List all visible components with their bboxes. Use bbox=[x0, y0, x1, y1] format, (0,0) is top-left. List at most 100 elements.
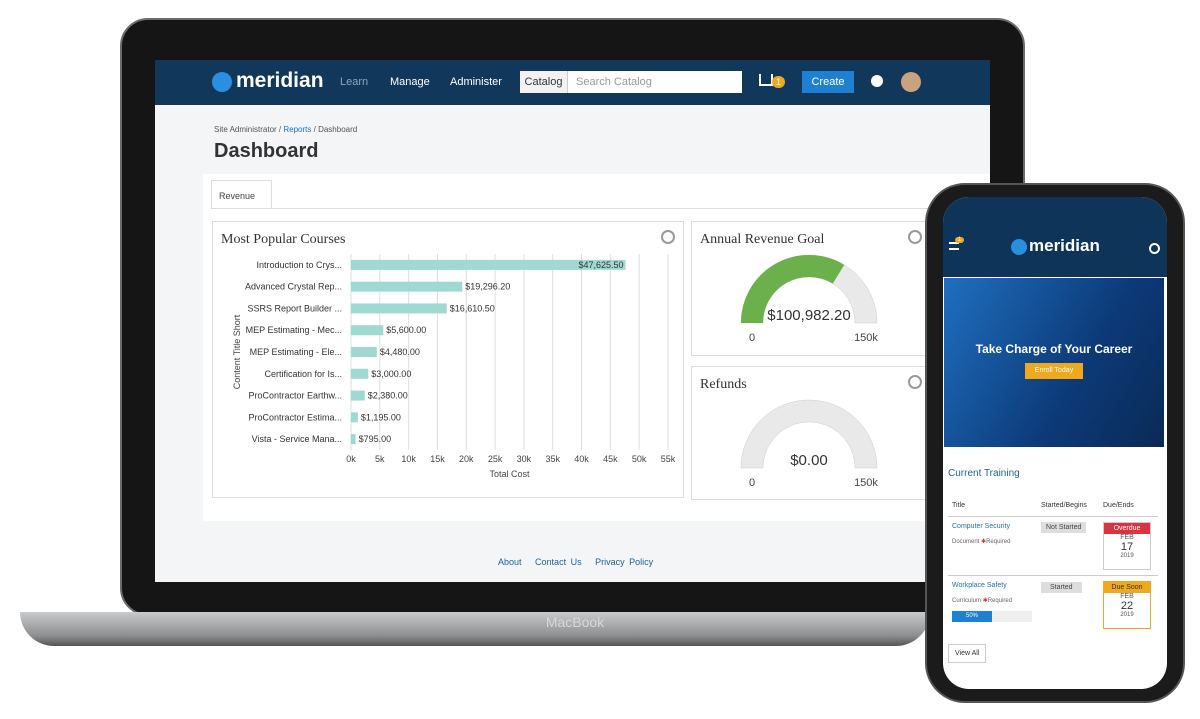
x-tick-label: 50k bbox=[632, 454, 647, 464]
due-month: FEB bbox=[1120, 534, 1134, 541]
laptop-screen: meridian Learn Manage Administer Catalog… bbox=[155, 60, 990, 582]
status: Started bbox=[1041, 582, 1082, 593]
x-tick-label: 0k bbox=[346, 454, 356, 464]
gauge-min: 0 bbox=[749, 332, 755, 344]
x-tick-label: 10k bbox=[401, 454, 416, 464]
search-icon[interactable] bbox=[1149, 243, 1160, 254]
value-label: $795.00 bbox=[359, 434, 392, 444]
gauge-fill bbox=[741, 255, 845, 323]
chart-panel: Most Popular Courses 0k 5k 10k 15k 20k 25k 30k… bbox=[212, 221, 684, 498]
y-tick-label: ProContractor Estima... bbox=[248, 412, 342, 422]
breadcrumb[interactable]: Reports bbox=[283, 125, 312, 134]
logo[interactable]: meridian bbox=[236, 69, 324, 92]
due-year: 2019 bbox=[1120, 612, 1134, 618]
menu-badge: 1 bbox=[955, 237, 965, 243]
nav-menu[interactable]: Administer bbox=[450, 76, 502, 88]
banner-headline: Take Charge of Your Career bbox=[975, 342, 1133, 356]
settings-icon[interactable] bbox=[908, 375, 922, 389]
gauge-panel: Refunds $0.00 0 150k bbox=[691, 366, 931, 500]
table-divider bbox=[948, 516, 1158, 517]
gauge-value: $0.00 bbox=[790, 452, 828, 469]
course-kind: Curriculum ✱Required bbox=[952, 598, 1013, 604]
gauge-max: 150k bbox=[854, 477, 878, 489]
phone-screen: 1 meridian Take Charge of Your Career En… bbox=[943, 197, 1167, 689]
chart-title: Refunds bbox=[700, 377, 747, 392]
help-icon[interactable] bbox=[871, 75, 883, 87]
due-day: 17 bbox=[1120, 541, 1134, 553]
section-title: Current Training bbox=[948, 468, 1020, 479]
y-tick-label: Introduction to Crys... bbox=[256, 260, 342, 270]
flag: Required bbox=[987, 598, 1013, 604]
table-divider bbox=[948, 575, 1158, 576]
kind: Document bbox=[952, 539, 980, 545]
catalog-button[interactable]: Catalog bbox=[520, 71, 568, 93]
status: Not Started bbox=[1041, 522, 1087, 533]
create-button[interactable]: Create bbox=[802, 71, 854, 93]
progress-track: 50% bbox=[952, 611, 1032, 622]
footer-link[interactable]: Privacy Policy bbox=[595, 557, 654, 567]
menu-icon[interactable] bbox=[949, 242, 959, 250]
search-placeholder[interactable]: Search Catalog bbox=[576, 76, 652, 88]
flag: Required bbox=[986, 539, 1011, 545]
progress-label: 50% bbox=[966, 613, 979, 619]
y-tick-label: Vista - Service Mana... bbox=[252, 434, 342, 444]
table-header: Title bbox=[952, 502, 965, 509]
logo[interactable]: meridian bbox=[1029, 236, 1100, 255]
bar bbox=[351, 368, 369, 379]
gauge-min: 0 bbox=[749, 477, 755, 489]
value-label: $3,000.00 bbox=[371, 369, 411, 379]
tab-divider bbox=[211, 208, 990, 209]
y-tick-label: SSRS Report Builder ... bbox=[247, 303, 342, 313]
cart-badge: 1 bbox=[772, 76, 786, 88]
due-card: Due Soon FEB 22 2019 bbox=[1103, 581, 1151, 629]
x-tick-label: 40k bbox=[574, 454, 589, 464]
due-status: Due Soon bbox=[1104, 582, 1150, 593]
table-header: Started/Begins bbox=[1041, 502, 1087, 509]
bar bbox=[351, 412, 358, 423]
due-status: Overdue bbox=[1104, 523, 1150, 534]
y-tick-label: Advanced Crystal Rep... bbox=[245, 282, 342, 292]
table-header: Due/Ends bbox=[1103, 502, 1134, 509]
y-tick-label: MEP Estimating - Ele... bbox=[250, 347, 342, 357]
avatar[interactable] bbox=[901, 72, 921, 92]
chart-title: Annual Revenue Goal bbox=[700, 232, 825, 247]
chart-title: Most Popular Courses bbox=[221, 232, 346, 247]
laptop-base bbox=[20, 612, 930, 646]
banner: Take Charge of Your Career Enroll Today bbox=[944, 278, 1164, 447]
settings-icon[interactable] bbox=[661, 230, 675, 244]
kind: Curriculum bbox=[952, 598, 982, 604]
bar bbox=[351, 434, 356, 445]
gauge-chart: $0.00 0 150k bbox=[740, 399, 878, 489]
bar bbox=[351, 259, 626, 270]
footer-link[interactable]: Contact Us bbox=[535, 557, 582, 567]
x-tick-label: 35k bbox=[545, 454, 560, 464]
nav-menu[interactable]: Manage bbox=[390, 76, 430, 88]
y-tick-label: Certification for Is... bbox=[264, 369, 342, 379]
search-box[interactable]: Catalog Search Catalog bbox=[520, 71, 742, 93]
view-all-button[interactable]: View All bbox=[948, 644, 987, 663]
logo-icon bbox=[1011, 239, 1027, 255]
breadcrumb[interactable]: Site Administrator bbox=[214, 125, 277, 134]
y-axis-title: Content Title Short bbox=[232, 314, 242, 389]
x-axis-title: Total Cost bbox=[489, 469, 530, 479]
value-label: $5,600.00 bbox=[386, 325, 426, 335]
footer-link[interactable]: About bbox=[498, 557, 522, 567]
due-card: Overdue FEB 17 2019 bbox=[1103, 522, 1151, 570]
course-title[interactable]: Workplace Safety bbox=[952, 582, 1007, 589]
course-title[interactable]: Computer Security bbox=[952, 523, 1010, 530]
nav-menu[interactable]: Learn bbox=[340, 76, 369, 88]
gauge-max: 150k bbox=[854, 332, 878, 344]
bar-chart: 0k 5k 10k 15k 20k 25k 30k 35k 40k 45k 50k 55k Total … bbox=[232, 254, 676, 479]
page-title: Dashboard bbox=[214, 140, 319, 162]
gauge-value: $100,982.20 bbox=[767, 307, 850, 324]
x-tick-label: 5k bbox=[375, 454, 385, 464]
settings-icon[interactable] bbox=[908, 230, 922, 244]
logo-icon bbox=[212, 72, 232, 92]
gauge-chart: $100,982.20 0 150k bbox=[740, 254, 878, 344]
tab[interactable]: Revenue bbox=[211, 180, 272, 209]
cart-icon[interactable] bbox=[759, 74, 773, 86]
enroll-button[interactable]: Enroll Today bbox=[1025, 363, 1083, 379]
value-label: $1,195.00 bbox=[361, 412, 401, 422]
